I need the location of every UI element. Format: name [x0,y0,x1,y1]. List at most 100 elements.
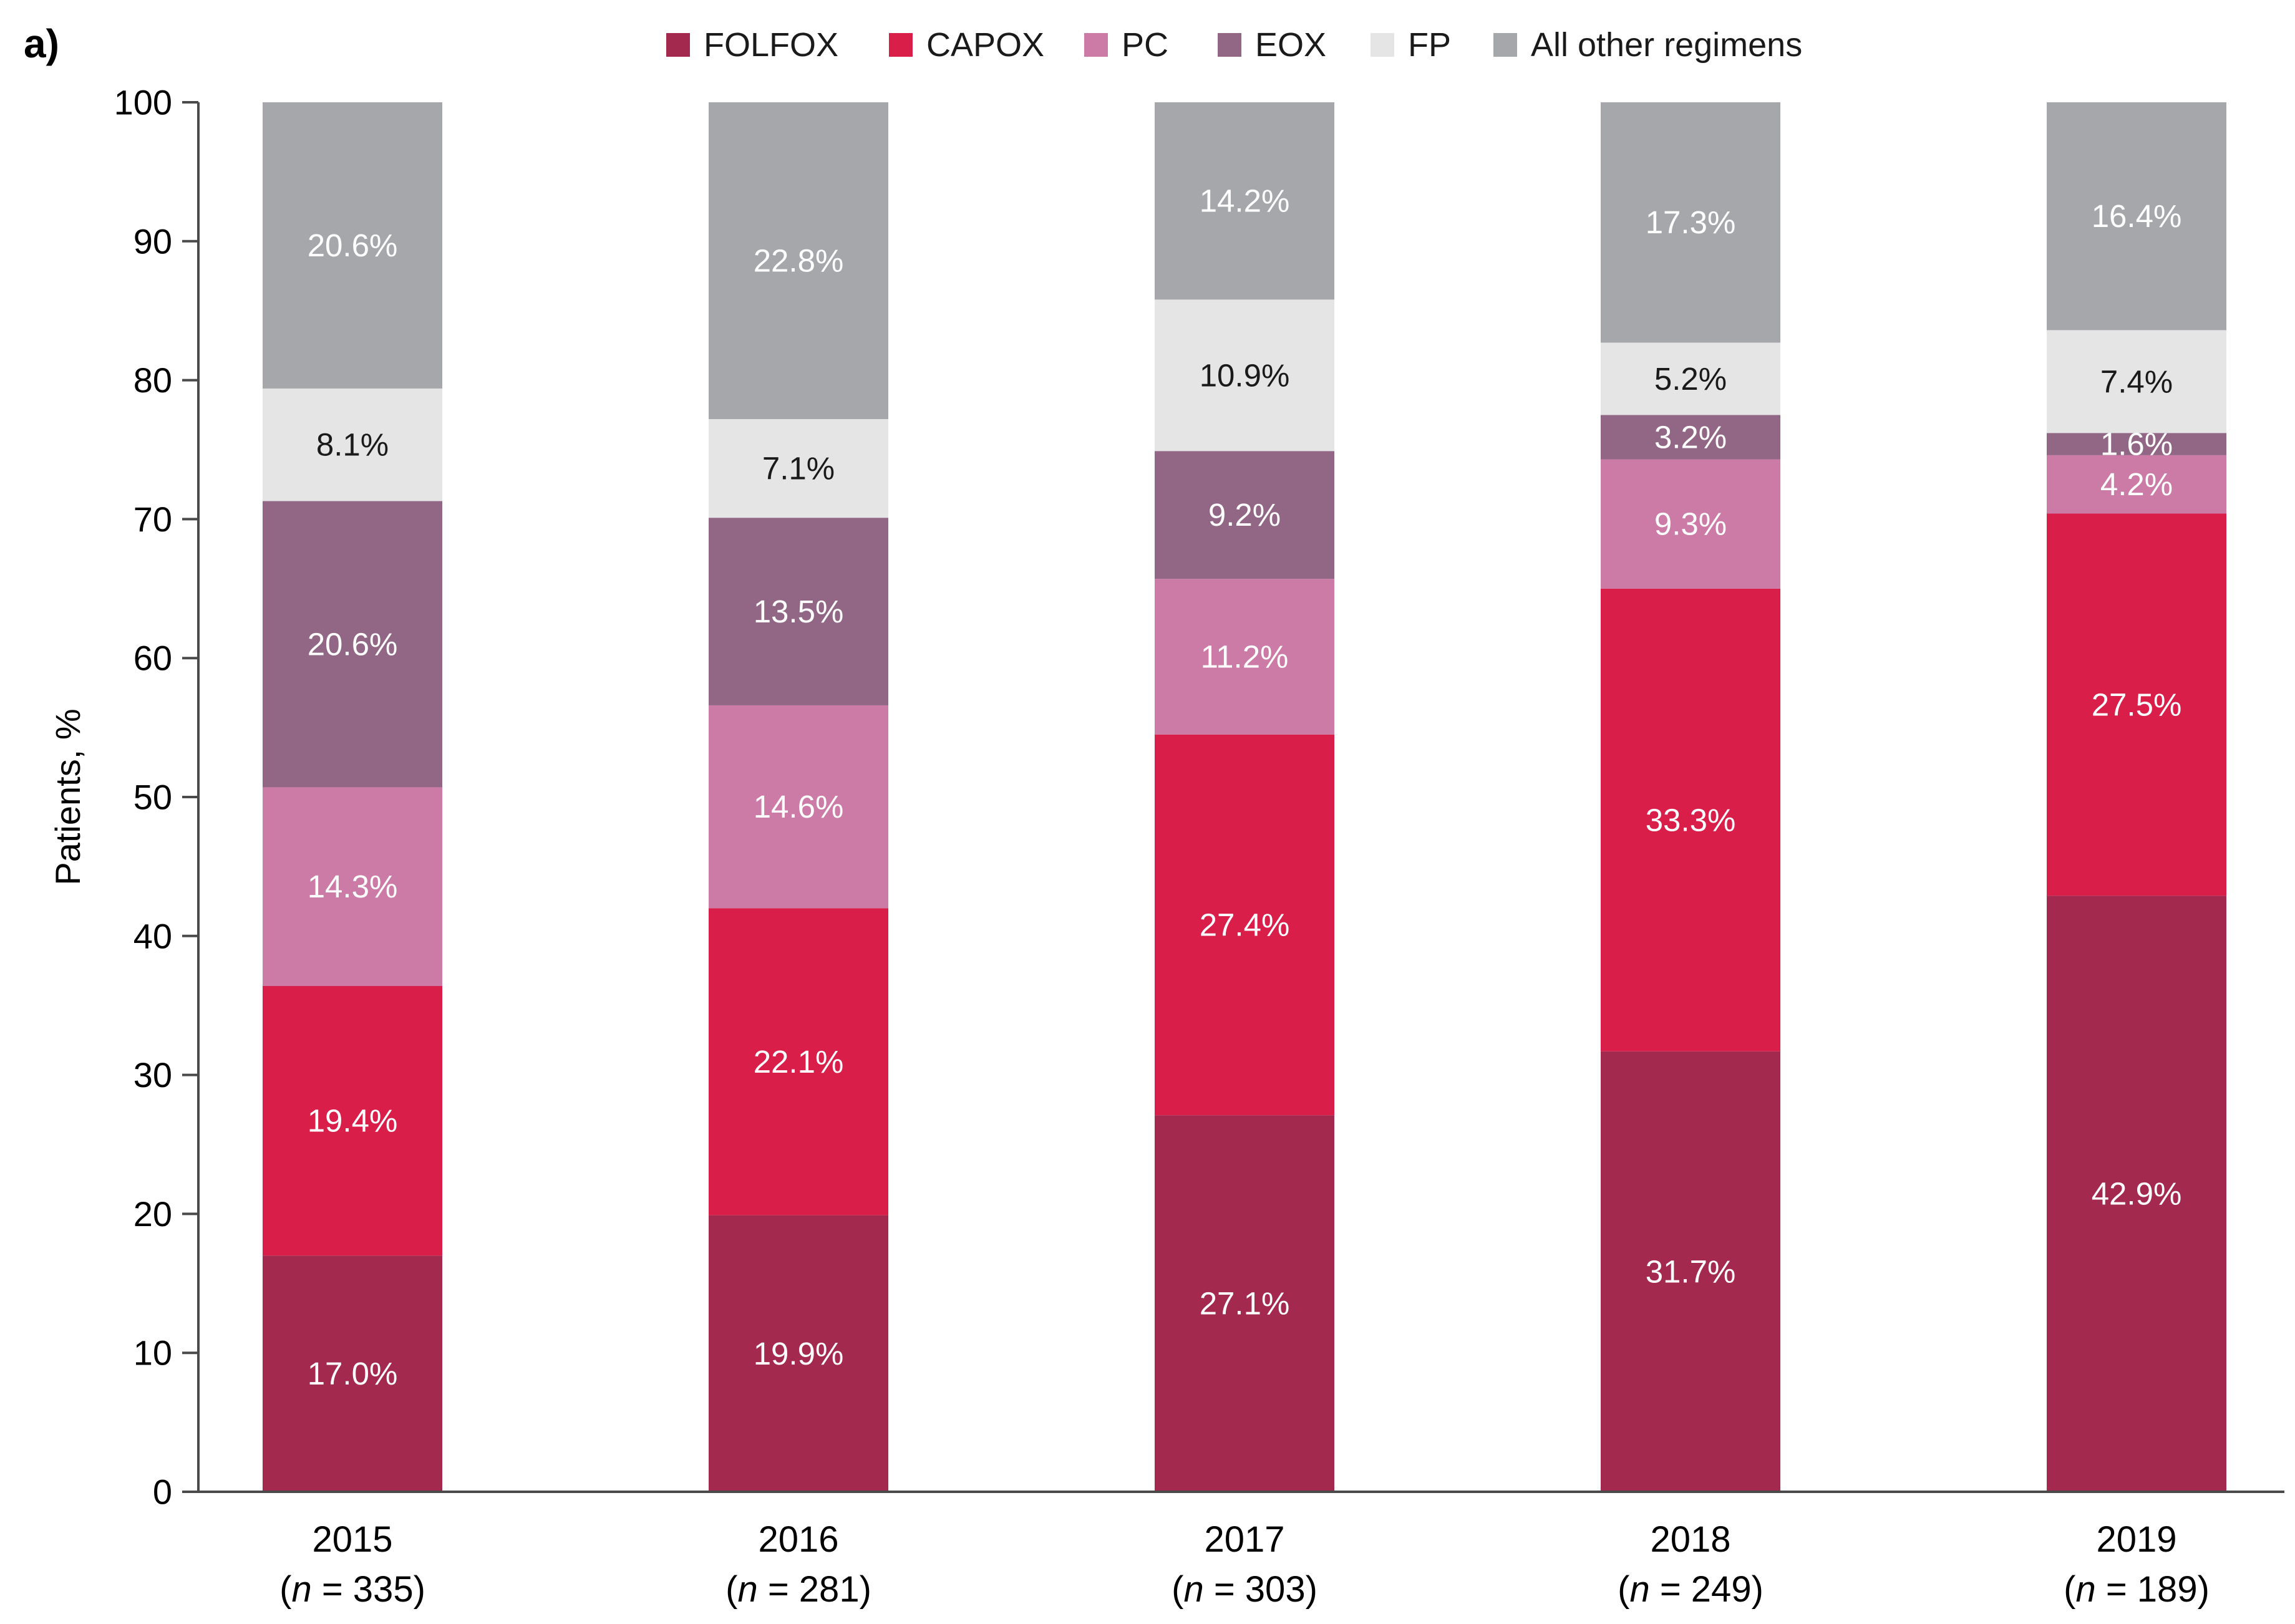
legend-swatch-capox [889,33,913,57]
data-label-all-other-regimens-2019: 16.4% [2092,198,2182,234]
bar-segment-folfox-2019 [2047,896,2226,1492]
bar-segment-all-other-regimens-2017 [1155,102,1334,300]
data-label-eox-2018: 3.2% [1654,419,1727,455]
y-axis-title: Patients, % [48,708,87,885]
data-label-all-other-regimens-2017: 14.2% [1200,183,1290,219]
data-label-eox-2015: 20.6% [308,626,398,662]
legend-label-fp: FP [1408,26,1451,64]
data-label-capox-2016: 22.1% [754,1044,844,1080]
data-label-pc-2018: 9.3% [1654,506,1727,542]
y-tick-label-90: 90 [133,221,172,261]
legend-swatch-eox [1218,33,1241,57]
axes-group: 0 10 20 30 40 50 60 70 80 90 100 Patients, % 2015 (n … [48,83,2284,1610]
data-label-fp-2018: 5.2% [1654,361,1727,397]
panel-label: a) [24,21,59,66]
bar-segment-eox-2019 [2047,433,2226,455]
bar-segment-capox-2016 [709,908,888,1216]
x-category-label-2017: 2017 [1204,1519,1284,1560]
y-tick-label-60: 60 [133,639,172,678]
bar-segment-folfox-2016 [709,1215,888,1492]
bar-segment-capox-2019 [2047,513,2226,896]
bar-segment-capox-2018 [1601,588,1780,1051]
data-label-pc-2017: 11.2% [1201,639,1289,674]
data-label-all-other-regimens-2015: 20.6% [308,228,398,263]
legend-label-capox: CAPOX [926,26,1044,64]
bar-segment-fp-2016 [709,418,888,518]
data-label-folfox-2019: 42.9% [2092,1176,2182,1212]
bar-segment-capox-2015 [263,986,442,1256]
data-label-capox-2015: 19.4% [308,1103,398,1139]
legend: FOLFOX CAPOX PC EOX FP All other regimens [666,26,1802,64]
legend-label-eox: EOX [1255,26,1326,64]
legend-swatch-all-other-regimens [1493,33,1517,57]
bar-segment-fp-2017 [1155,299,1334,452]
data-label-pc-2016: 14.6% [754,789,844,824]
sample-size-label-2015: (n = 335) [279,1569,425,1610]
data-label-fp-2019: 7.4% [2100,364,2173,399]
bar-segment-pc-2016 [709,705,888,909]
bar-segment-folfox-2017 [1155,1115,1334,1492]
data-label-pc-2019: 4.2% [2100,466,2173,502]
sample-size-label-2016: (n = 281) [725,1569,871,1610]
data-label-capox-2017: 27.4% [1200,907,1290,942]
y-tick-label-100: 100 [114,83,172,122]
data-label-folfox-2018: 31.7% [1646,1254,1736,1289]
data-label-eox-2019: 1.6% [2100,427,2173,462]
legend-swatch-folfox [666,33,690,57]
x-category-label-2016: 2016 [758,1519,838,1560]
bar-segment-fp-2018 [1601,342,1780,415]
data-label-pc-2015: 14.3% [308,869,398,904]
legend-label-folfox: FOLFOX [704,26,838,64]
sample-size-label-2017: (n = 303) [1172,1569,1317,1610]
bar-segment-all-other-regimens-2018 [1601,102,1780,343]
data-label-capox-2019: 27.5% [2092,687,2182,722]
bar-segment-eox-2015 [263,501,442,788]
y-tick-label-30: 30 [133,1055,172,1095]
data-label-fp-2015: 8.1% [316,427,389,463]
bar-segment-eox-2017 [1155,451,1334,579]
bar-segment-fp-2015 [263,388,442,501]
legend-label-pc: PC [1122,26,1168,64]
legend-label-all-other-regimens: All other regimens [1531,26,1802,64]
bar-segment-fp-2019 [2047,330,2226,433]
bar-segment-all-other-regimens-2015 [263,102,442,389]
bar-segment-pc-2018 [1601,459,1780,589]
bar-segment-folfox-2018 [1601,1051,1780,1492]
y-tick-label-10: 10 [133,1333,172,1373]
y-tick-label-20: 20 [133,1194,172,1234]
x-category-label-2015: 2015 [312,1519,392,1560]
data-label-fp-2017: 10.9% [1200,357,1290,393]
y-tick-label-0: 0 [153,1472,172,1512]
data-label-eox-2016: 13.5% [754,594,844,629]
x-category-label-2018: 2018 [1650,1519,1730,1560]
sample-size-label-2019: (n = 189) [2064,1569,2210,1610]
data-label-all-other-regimens-2018: 17.3% [1646,205,1736,240]
legend-swatch-fp [1371,33,1394,57]
data-label-folfox-2017: 27.1% [1200,1286,1290,1322]
y-tick-label-70: 70 [133,500,172,539]
bar-segment-pc-2017 [1155,579,1334,735]
bar-segment-all-other-regimens-2016 [709,102,888,419]
data-label-eox-2017: 9.2% [1208,497,1281,533]
data-label-folfox-2015: 17.0% [308,1356,398,1391]
data-label-folfox-2016: 19.9% [754,1336,844,1371]
sample-size-label-2018: (n = 249) [1618,1569,1764,1610]
data-label-capox-2018: 33.3% [1646,802,1736,838]
y-tick-label-50: 50 [133,778,172,817]
data-label-all-other-regimens-2016: 22.8% [754,243,844,278]
x-category-label-2019: 2019 [2096,1519,2176,1560]
data-label-fp-2016: 7.1% [762,451,835,486]
bar-segment-capox-2017 [1155,734,1334,1116]
bar-segment-all-other-regimens-2019 [2047,102,2226,331]
bar-segment-pc-2015 [263,787,442,987]
bar-segment-eox-2018 [1601,415,1780,460]
y-tick-label-80: 80 [133,360,172,400]
legend-swatch-pc [1084,33,1108,57]
bar-segment-folfox-2015 [263,1255,442,1492]
bars-group [263,102,2226,1492]
bar-segment-eox-2016 [709,518,888,705]
bar-segment-pc-2019 [2047,455,2226,514]
y-tick-label-40: 40 [133,916,172,955]
